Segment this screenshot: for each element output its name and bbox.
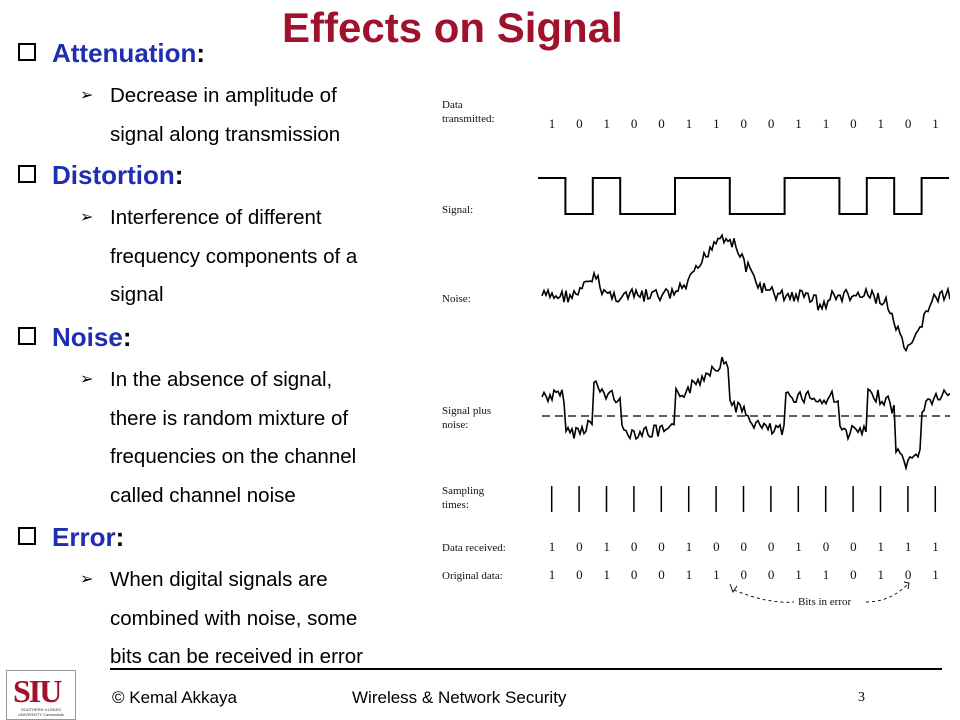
bit-transmitted: 1 (686, 116, 693, 131)
bit-transmitted: 1 (795, 116, 802, 131)
arrow-bullet-icon: ➢ (80, 87, 94, 104)
bit-received: 0 (576, 539, 583, 554)
square-wave-signal (538, 177, 949, 215)
bit-received: 0 (741, 539, 748, 554)
bullet-attenuation: Attenuation: (18, 38, 205, 69)
sub-item-distortion: ➢ Interference of different frequency co… (80, 199, 357, 315)
bit-transmitted: 0 (850, 116, 857, 131)
sub-item-noise: ➢ In the absence of signal, there is ran… (80, 361, 356, 515)
arrow-bullet-icon: ➢ (80, 209, 94, 226)
bit-received: 1 (878, 539, 885, 554)
bit-transmitted: 0 (741, 116, 748, 131)
bit-original: 0 (768, 567, 775, 582)
bit-transmitted: 0 (658, 116, 665, 131)
bullet-error: Error: (18, 522, 124, 553)
bit-original: 1 (713, 567, 720, 582)
bits-transmitted-row: 1 0 1 0 0 1 1 0 0 1 1 0 1 0 1 (549, 116, 939, 131)
bit-received: 0 (850, 539, 857, 554)
bit-received: 0 (823, 539, 830, 554)
arrow-bullet-icon: ➢ (80, 571, 94, 588)
bullet-noise: Noise: (18, 322, 131, 353)
bit-received: 1 (549, 539, 556, 554)
logo-mark: SIU (13, 673, 62, 709)
bits-received-row: 1 0 1 0 0 1 0 0 0 1 0 0 1 1 1 (549, 539, 939, 554)
checkbox-bullet-icon (18, 527, 36, 546)
arrow-head-right-icon (903, 581, 910, 590)
bit-original: 1 (932, 567, 939, 582)
bit-received: 1 (905, 539, 912, 554)
bit-transmitted: 1 (878, 116, 885, 131)
bits-original-row: 1 0 1 0 0 1 1 0 0 1 1 0 1 0 1 (549, 567, 939, 582)
logo-caption: SOUTHERN ILLINOIS UNIVERSITY Carbondale (18, 707, 64, 717)
bit-transmitted: 1 (713, 116, 720, 131)
bit-received: 0 (658, 539, 665, 554)
bit-transmitted: 1 (549, 116, 556, 131)
checkbox-bullet-icon (18, 43, 36, 62)
label-bits-in-error: Bits in error (798, 596, 851, 608)
label-sampling-1: Sampling (442, 485, 485, 497)
bit-received: 0 (768, 539, 775, 554)
label-signal-plus-noise-1: Signal plus (442, 405, 491, 417)
bit-transmitted: 1 (604, 116, 611, 131)
checkbox-bullet-icon (18, 327, 36, 346)
bit-received: 1 (686, 539, 693, 554)
bit-original: 0 (850, 567, 857, 582)
sub-item-attenuation: ➢ Decrease in amplitude of signal along … (80, 77, 340, 154)
bit-original: 1 (823, 567, 830, 582)
label-data-received: Data received: (442, 542, 506, 554)
arrow-head-left-icon (729, 583, 738, 593)
label-data-transmitted-1: Data (442, 99, 463, 111)
noise-waveform (541, 233, 950, 353)
label-noise: Noise: (442, 293, 471, 305)
bullet-label: Error (52, 522, 116, 552)
bit-received: 1 (932, 539, 939, 554)
bit-original: 1 (686, 567, 693, 582)
bit-original: 1 (549, 567, 556, 582)
slide-title: Effects on Signal (282, 4, 623, 51)
bit-transmitted: 0 (576, 116, 583, 131)
bit-original: 1 (795, 567, 802, 582)
bit-original: 0 (658, 567, 665, 582)
page-number: 3 (858, 690, 865, 705)
bit-original: 1 (878, 567, 885, 582)
bit-transmitted: 0 (768, 116, 775, 131)
label-signal-plus-noise-2: noise: (442, 419, 468, 431)
label-signal: Signal: (442, 204, 473, 216)
bit-received: 0 (631, 539, 638, 554)
bit-original: 0 (631, 567, 638, 582)
bit-original: 0 (741, 567, 748, 582)
bit-original: 0 (905, 567, 912, 582)
bit-transmitted: 1 (932, 116, 939, 131)
signal-error-figure: Data transmitted: 1 0 1 0 0 1 1 0 0 1 1 0 1 0 1 Signal… (442, 99, 950, 608)
bit-transmitted: 0 (631, 116, 638, 131)
bullet-label: Noise (52, 322, 123, 352)
footer-divider (110, 668, 942, 670)
bit-original: 0 (576, 567, 583, 582)
footer-author: © Kemal Akkaya (112, 688, 237, 707)
label-sampling-2: times: (442, 499, 469, 511)
signal-plus-noise-waveform (541, 356, 950, 472)
arrow-bullet-icon: ➢ (80, 371, 94, 388)
bit-original: 1 (604, 567, 611, 582)
university-logo: SIU SOUTHERN ILLINOIS UNIVERSITY Carbond… (6, 670, 76, 720)
bit-received: 0 (713, 539, 720, 554)
sampling-ticks (550, 486, 937, 512)
bits-error-arrow-left (733, 589, 795, 603)
sub-item-error: ➢ When digital signals are combined with… (80, 561, 363, 677)
bit-received: 1 (795, 539, 802, 554)
label-original-data: Original data: (442, 570, 503, 582)
bit-received: 1 (604, 539, 611, 554)
bits-error-arrow-right (865, 583, 909, 603)
checkbox-bullet-icon (18, 165, 36, 184)
bullet-distortion: Distortion: (18, 160, 183, 191)
bit-transmitted: 1 (823, 116, 830, 131)
bullet-label: Distortion (52, 160, 175, 190)
footer-course: Wireless & Network Security (352, 688, 567, 707)
bullet-label: Attenuation (52, 38, 197, 68)
bit-transmitted: 0 (905, 116, 912, 131)
label-data-transmitted-2: transmitted: (442, 113, 495, 125)
